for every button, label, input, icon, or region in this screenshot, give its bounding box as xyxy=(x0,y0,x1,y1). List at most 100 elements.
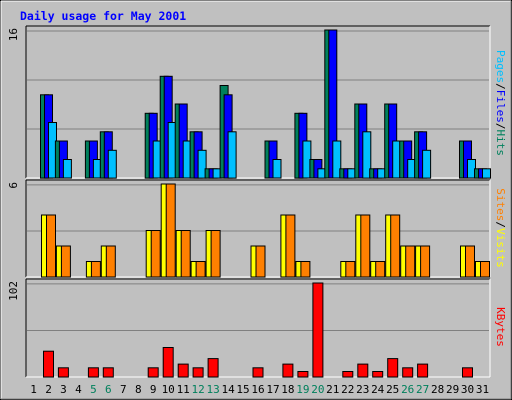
bar-pages-day-6 xyxy=(107,149,117,179)
x-tick-label-day-28: 28 xyxy=(431,383,444,396)
legend-item: Hits xyxy=(494,130,507,157)
bar-kbytes-day-22 xyxy=(342,371,354,378)
bar-kbytes-day-13 xyxy=(207,358,219,378)
x-tick-label-day-26: 26 xyxy=(401,383,414,396)
x-tick-label-day-11: 11 xyxy=(177,383,190,396)
legend-item: KBytes xyxy=(494,307,507,347)
y-max-label: 102 xyxy=(7,281,20,301)
x-tick-label-day-18: 18 xyxy=(281,383,294,396)
bar-sites-day-10 xyxy=(165,183,176,278)
bar-pages-day-12 xyxy=(197,149,207,179)
x-tick-label-day-4: 4 xyxy=(75,383,82,396)
bar-kbytes-day-24 xyxy=(372,371,384,378)
x-tick-label-day-22: 22 xyxy=(341,383,354,396)
bar-kbytes-day-20 xyxy=(312,282,324,378)
y-max-label: 16 xyxy=(7,28,20,41)
x-tick-label-day-2: 2 xyxy=(45,383,52,396)
bar-kbytes-day-12 xyxy=(192,367,204,378)
x-tick-label-day-1: 1 xyxy=(30,383,37,396)
x-tick-label-day-12: 12 xyxy=(191,383,204,396)
x-tick-label-day-20: 20 xyxy=(311,383,324,396)
bar-kbytes-day-25 xyxy=(387,358,399,378)
x-tick-label-day-5: 5 xyxy=(90,383,97,396)
bar-sites-day-5 xyxy=(90,261,101,278)
bar-pages-day-3 xyxy=(62,159,72,179)
legend-item: / xyxy=(494,123,507,130)
bar-kbytes-day-2 xyxy=(43,350,54,378)
x-tick-label-day-8: 8 xyxy=(135,383,142,396)
x-tick-label-day-29: 29 xyxy=(446,383,459,396)
x-tick-label-day-3: 3 xyxy=(60,383,67,396)
bar-kbytes-day-9 xyxy=(147,367,159,378)
bar-kbytes-day-27 xyxy=(417,363,429,378)
bar-kbytes-day-19 xyxy=(297,371,309,378)
bar-pages-day-14 xyxy=(227,131,237,179)
x-tick-label-day-23: 23 xyxy=(356,383,369,396)
bar-kbytes-day-23 xyxy=(357,363,369,378)
x-tick-label-day-10: 10 xyxy=(162,383,175,396)
bar-sites-day-18 xyxy=(285,214,296,278)
legend-item: Sites xyxy=(494,188,507,221)
bar-sites-day-13 xyxy=(210,230,221,278)
bar-sites-day-9 xyxy=(150,230,161,278)
x-tick-label-day-19: 19 xyxy=(296,383,309,396)
bar-kbytes-day-16 xyxy=(252,367,264,378)
bar-kbytes-day-18 xyxy=(282,363,294,378)
bar-pages-day-17 xyxy=(272,159,282,179)
y-max-label: 6 xyxy=(7,182,20,189)
bar-kbytes-day-11 xyxy=(177,363,189,378)
bar-sites-day-24 xyxy=(375,261,386,278)
x-tick-label-day-15: 15 xyxy=(236,383,249,396)
bar-pages-day-27 xyxy=(422,149,432,179)
bar-kbytes-day-6 xyxy=(102,367,114,378)
bar-sites-day-16 xyxy=(255,245,266,278)
bar-sites-day-31 xyxy=(480,261,490,278)
x-axis-labels: 1 2 3 4 5 6 7 8 9 10 11 12 13 14 15 16 17 18 19 20 21 22 23 24 2… xyxy=(30,383,489,396)
bar-sites-day-30 xyxy=(465,245,475,278)
legend-item: / xyxy=(494,83,507,90)
bar-sites-day-22 xyxy=(345,261,356,278)
legend-item: Pages xyxy=(494,50,507,83)
panel-background xyxy=(26,279,490,377)
bar-pages-day-23 xyxy=(362,131,372,179)
legend-hits-files-pages: Pages/Files/Hits xyxy=(494,50,507,156)
legend-item: / xyxy=(494,221,507,228)
legend-kbytes: KBytes xyxy=(494,307,507,347)
bar-kbytes-day-3 xyxy=(57,367,69,378)
bar-sites-day-27 xyxy=(420,245,431,278)
bar-sites-day-19 xyxy=(300,261,311,278)
panel-visits-sites: 6 Sites/Visits xyxy=(7,179,507,278)
x-tick-label-day-7: 7 xyxy=(120,383,127,396)
x-tick-label-day-27: 27 xyxy=(416,383,429,396)
bar-kbytes-day-5 xyxy=(87,367,99,378)
bar-sites-day-26 xyxy=(405,245,416,278)
bar-sites-day-6 xyxy=(105,245,116,278)
x-tick-label-day-24: 24 xyxy=(371,383,385,396)
bar-sites-day-25 xyxy=(390,214,401,278)
x-tick-label-day-31: 31 xyxy=(476,383,489,396)
x-tick-label-day-25: 25 xyxy=(386,383,399,396)
legend-visits-sites: Sites/Visits xyxy=(494,188,507,268)
bar-kbytes-day-30 xyxy=(462,367,473,378)
x-tick-label-day-14: 14 xyxy=(221,383,235,396)
bar-kbytes-day-26 xyxy=(402,367,414,378)
x-tick-label-day-9: 9 xyxy=(150,383,157,396)
bar-sites-day-23 xyxy=(360,214,371,278)
x-tick-label-day-6: 6 xyxy=(105,383,112,396)
legend-item: Files xyxy=(494,90,507,123)
chart-title: Daily usage for May 2001 xyxy=(20,9,186,23)
bar-sites-day-3 xyxy=(60,245,71,278)
bar-sites-day-11 xyxy=(180,230,191,278)
x-tick-label-day-16: 16 xyxy=(251,383,264,396)
x-tick-label-day-17: 17 xyxy=(266,383,279,396)
x-tick-label-day-30: 30 xyxy=(461,383,474,396)
bar-pages-day-21 xyxy=(332,140,342,179)
panel-kbytes: 102 KBytes xyxy=(7,278,507,378)
bar-kbytes-day-10 xyxy=(162,347,174,378)
legend-item: Visits xyxy=(494,228,507,268)
bar-pages-day-31 xyxy=(482,168,491,179)
bar-sites-day-12 xyxy=(195,261,206,278)
